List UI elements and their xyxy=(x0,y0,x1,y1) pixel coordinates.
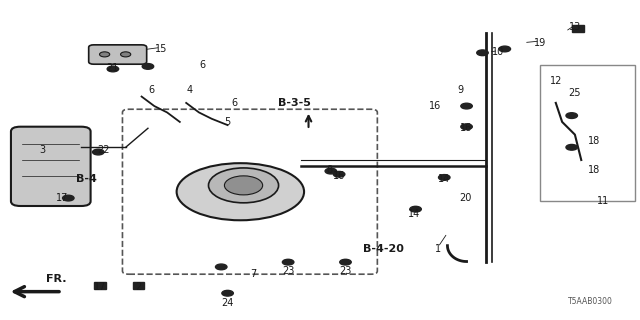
Text: T5AAB0300: T5AAB0300 xyxy=(568,297,613,306)
Circle shape xyxy=(340,259,351,265)
Circle shape xyxy=(566,144,577,150)
Circle shape xyxy=(566,113,577,118)
Text: 17: 17 xyxy=(94,282,106,292)
Text: 6: 6 xyxy=(199,60,205,70)
Text: 6: 6 xyxy=(231,98,237,108)
Circle shape xyxy=(63,195,74,201)
Text: 18: 18 xyxy=(588,164,600,174)
Text: 6: 6 xyxy=(148,85,154,95)
Text: 13: 13 xyxy=(569,22,581,32)
Circle shape xyxy=(142,64,154,69)
Text: 16: 16 xyxy=(333,171,345,181)
Text: 7: 7 xyxy=(250,269,256,279)
Text: 5: 5 xyxy=(225,117,231,127)
Text: 24: 24 xyxy=(221,298,234,308)
Text: 20: 20 xyxy=(459,193,472,203)
Bar xyxy=(572,25,584,32)
Circle shape xyxy=(499,46,511,52)
Circle shape xyxy=(100,52,109,57)
Circle shape xyxy=(282,259,294,265)
Text: 25: 25 xyxy=(568,88,581,98)
FancyBboxPatch shape xyxy=(89,45,147,64)
Circle shape xyxy=(225,176,262,195)
Text: 16: 16 xyxy=(460,123,473,133)
FancyBboxPatch shape xyxy=(11,127,91,206)
Text: 1: 1 xyxy=(435,244,441,254)
Ellipse shape xyxy=(177,163,304,220)
Text: 16: 16 xyxy=(429,101,441,111)
Circle shape xyxy=(461,124,472,130)
Text: 23: 23 xyxy=(339,266,351,276)
Bar xyxy=(95,282,106,289)
Text: 10: 10 xyxy=(492,47,504,57)
Circle shape xyxy=(438,175,450,180)
Text: 4: 4 xyxy=(186,85,193,95)
Circle shape xyxy=(120,52,131,57)
Text: B-4: B-4 xyxy=(76,174,97,184)
Circle shape xyxy=(477,50,488,56)
Text: FR.: FR. xyxy=(46,274,67,284)
Text: 14: 14 xyxy=(438,174,451,184)
Circle shape xyxy=(325,168,337,174)
Text: 3: 3 xyxy=(40,146,46,156)
Circle shape xyxy=(107,66,118,72)
Circle shape xyxy=(216,264,227,270)
Text: 23: 23 xyxy=(282,266,294,276)
Text: 9: 9 xyxy=(457,85,463,95)
Text: B-3-5: B-3-5 xyxy=(278,98,311,108)
Text: 12: 12 xyxy=(550,76,562,86)
Circle shape xyxy=(461,103,472,109)
Text: 19: 19 xyxy=(534,38,546,48)
Text: 2: 2 xyxy=(135,282,141,292)
Text: 21: 21 xyxy=(107,63,119,73)
Text: 15: 15 xyxy=(154,44,167,54)
Bar xyxy=(132,282,144,289)
Text: 8: 8 xyxy=(326,164,333,174)
Text: B-4-20: B-4-20 xyxy=(364,244,404,254)
Bar xyxy=(540,65,636,201)
Text: 14: 14 xyxy=(408,209,420,219)
Circle shape xyxy=(333,172,345,177)
Circle shape xyxy=(93,149,104,155)
Text: 11: 11 xyxy=(597,196,610,206)
Circle shape xyxy=(222,290,234,296)
Text: 17: 17 xyxy=(56,193,68,203)
Text: 22: 22 xyxy=(97,146,109,156)
Circle shape xyxy=(209,168,278,203)
Circle shape xyxy=(410,206,421,212)
Text: 18: 18 xyxy=(588,136,600,146)
